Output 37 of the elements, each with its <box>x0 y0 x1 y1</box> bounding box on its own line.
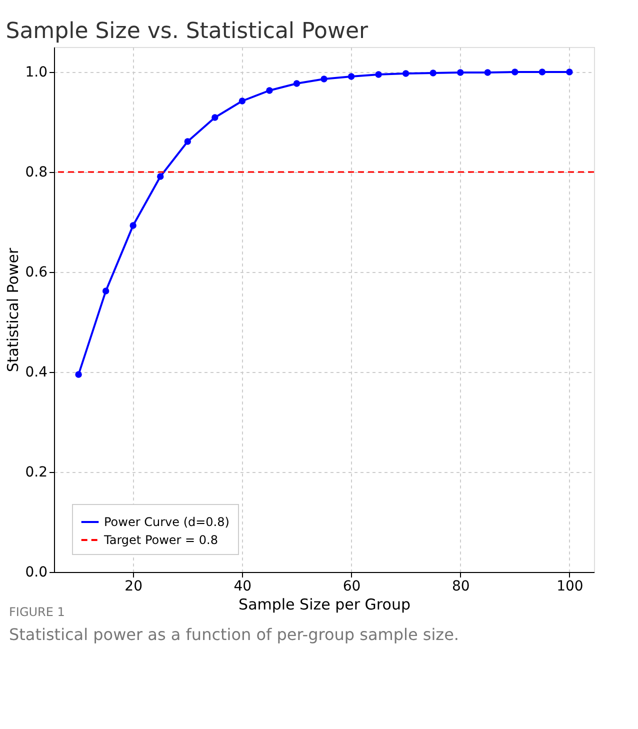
point <box>130 222 136 229</box>
point <box>293 80 300 87</box>
y-tick-label: 0.0 <box>25 564 48 580</box>
text: Statistical power as a function of per-group sample size. <box>9 625 459 644</box>
y-tick-label: 0.2 <box>25 464 48 480</box>
x-axis-title: Sample Size per Group <box>238 596 410 614</box>
point <box>75 371 82 378</box>
point <box>402 70 410 77</box>
y-tick-label: 0.6 <box>25 264 48 280</box>
point <box>512 68 518 76</box>
x-tick-label: 80 <box>452 578 470 594</box>
point <box>320 76 328 82</box>
point <box>457 69 464 76</box>
point <box>266 87 273 94</box>
x-tick-label: 100 <box>556 578 584 594</box>
point <box>430 70 436 76</box>
y-tick-label: 1.0 <box>25 64 48 80</box>
y-tick-label: 0.8 <box>25 164 48 180</box>
point <box>484 69 491 76</box>
legend-label: Target Power = 0.8 <box>103 533 218 547</box>
point <box>157 173 164 180</box>
x-tick-label: 40 <box>234 578 252 594</box>
x-tick-label: 60 <box>342 578 361 594</box>
y-axis-title: Statistical Power <box>4 247 22 372</box>
point <box>566 68 573 76</box>
chart-title: Sample Size vs. Statistical Power <box>6 19 370 44</box>
x-tick-label: 20 <box>124 578 143 594</box>
point <box>184 138 191 145</box>
point <box>348 73 355 80</box>
point <box>102 288 110 294</box>
caption: FIGURE 1 <box>9 605 65 619</box>
point <box>375 71 382 78</box>
point <box>212 114 218 121</box>
point <box>538 68 546 76</box>
legend-label: Power Curve (d=0.8) <box>104 515 230 529</box>
point <box>238 98 246 104</box>
y-tick-label: 0.4 <box>25 364 48 380</box>
